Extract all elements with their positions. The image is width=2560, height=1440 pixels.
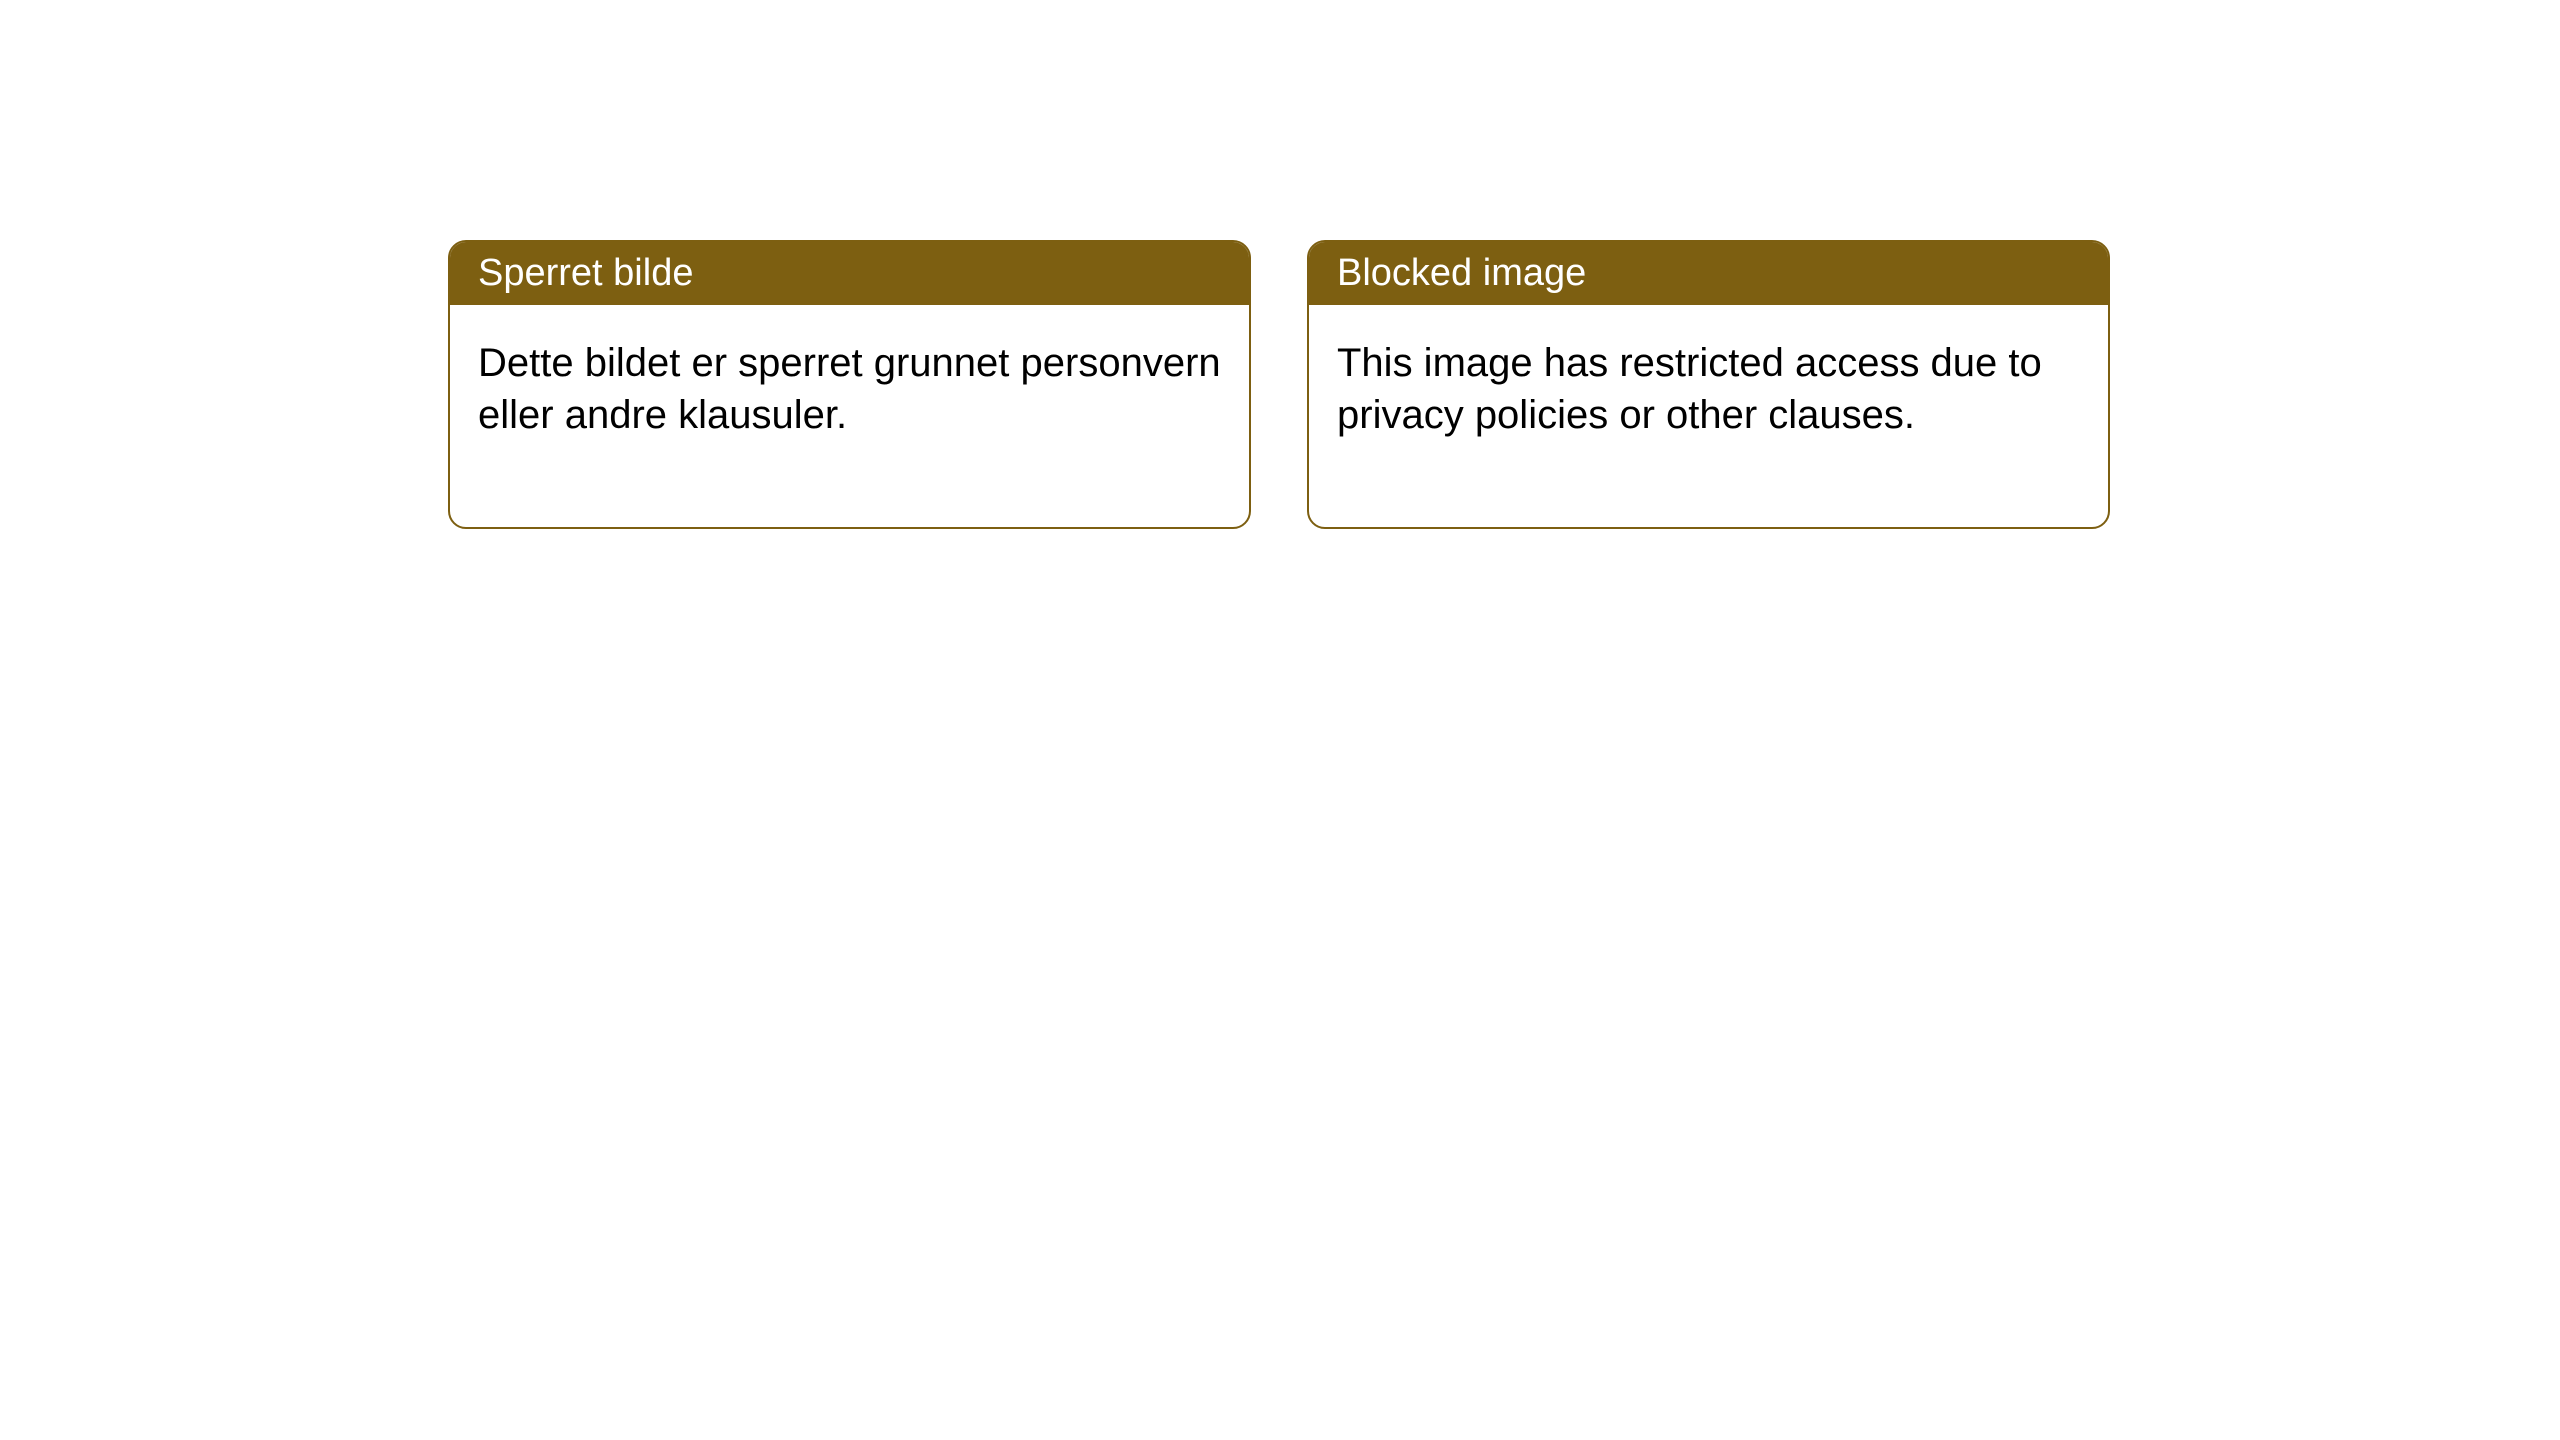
card-body-text: Dette bildet er sperret grunnet personve…: [478, 341, 1221, 437]
card-header: Sperret bilde: [450, 242, 1249, 305]
notice-card-norwegian: Sperret bilde Dette bildet er sperret gr…: [448, 240, 1251, 529]
card-body-text: This image has restricted access due to …: [1337, 341, 2042, 437]
card-body: This image has restricted access due to …: [1309, 305, 2108, 527]
card-title: Blocked image: [1337, 252, 1586, 294]
notice-card-english: Blocked image This image has restricted …: [1307, 240, 2110, 529]
card-title: Sperret bilde: [478, 252, 693, 294]
card-header: Blocked image: [1309, 242, 2108, 305]
notice-cards-container: Sperret bilde Dette bildet er sperret gr…: [0, 0, 2560, 529]
card-body: Dette bildet er sperret grunnet personve…: [450, 305, 1249, 527]
